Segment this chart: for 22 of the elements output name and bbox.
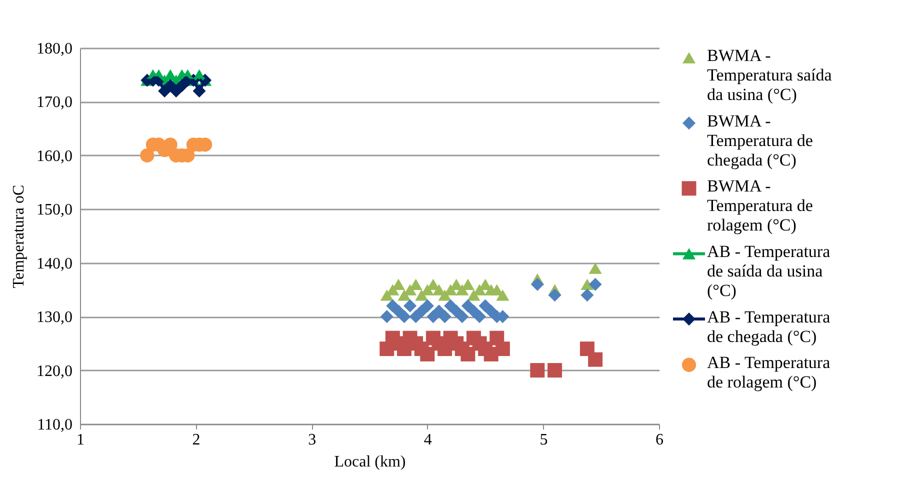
y-tick-label: 120,0 [36, 362, 72, 380]
x-tick-label: 4 [424, 432, 432, 448]
y-axis-title: Temperatura oC [10, 184, 28, 288]
legend-label: AB - Temperatura de chegada (°C) [707, 307, 831, 346]
y-tick-label: 160,0 [36, 148, 72, 165]
legend-label: AB - Temperatura de saída da usina (°C) [707, 242, 831, 300]
y-tick-label: 140,0 [36, 255, 72, 272]
y-tick-label: 170,0 [36, 94, 72, 112]
legend-label: AB - Temperatura de rolagem (°C) [707, 353, 831, 392]
y-tick-label: 180,0 [36, 40, 72, 58]
y-tick-label: 150,0 [36, 202, 72, 219]
x-tick-label: 3 [308, 432, 316, 448]
x-tick-label: 1 [76, 432, 84, 448]
x-tick-label: 6 [656, 432, 664, 448]
x-tick-label: 2 [192, 432, 200, 448]
legend-label: BWMA - Temperatura saída da usina (°C) [707, 46, 832, 104]
y-tick-label: 130,0 [36, 309, 72, 326]
legend-label: BWMA - Temperatura de rolagem (°C) [707, 176, 813, 235]
y-tick-label: 110,0 [37, 416, 72, 434]
x-axis-title: Local (km) [334, 454, 406, 470]
legend-label: BWMA - Temperatura de chegada (°C) [707, 111, 813, 170]
x-tick-label: 5 [540, 432, 548, 448]
